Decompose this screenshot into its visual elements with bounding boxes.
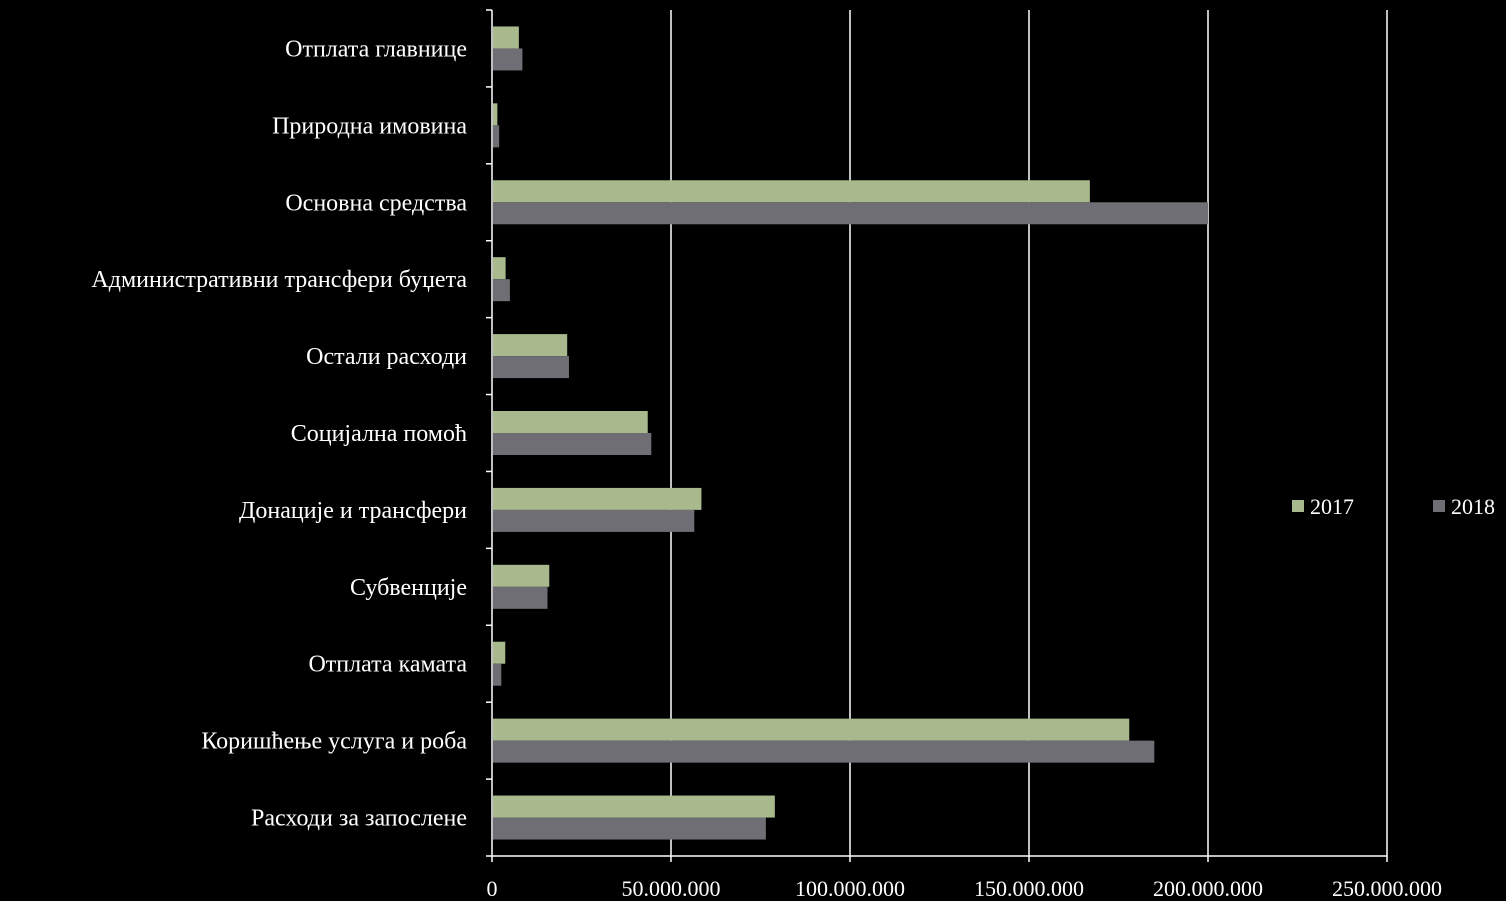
bar-2018 [493, 586, 548, 609]
bar-2017 [493, 564, 550, 587]
bar-2017 [493, 641, 506, 664]
bar-2017 [493, 180, 1090, 203]
x-tick-label: 200.000.000 [1153, 876, 1263, 901]
legend: 2017 2018 [1292, 494, 1495, 519]
category-label: Отплата камата [308, 652, 467, 678]
x-tick-label: 100.000.000 [795, 876, 905, 901]
bar-2017 [493, 26, 519, 49]
category-label: Остали расходи [306, 344, 467, 370]
category-label: Социјална помоћ [291, 421, 467, 447]
bars [493, 26, 1208, 840]
bar-2017 [493, 257, 506, 280]
gridlines [670, 10, 1388, 856]
category-label: Основна средства [285, 190, 467, 216]
x-tick-label: 50.000.000 [622, 876, 721, 901]
bar-2017 [493, 795, 775, 818]
bar-2018 [493, 509, 695, 532]
legend-swatch-2017 [1292, 500, 1304, 512]
bar-2018 [493, 48, 523, 71]
bar-2017 [493, 334, 568, 357]
bar-2017 [493, 411, 648, 433]
legend-label: 2018 [1451, 494, 1495, 519]
legend-label: 2017 [1310, 494, 1354, 519]
category-label: Отплата главнице [285, 36, 467, 62]
bar-2017 [493, 718, 1130, 741]
category-label: Административни трансфери буџета [91, 267, 467, 293]
x-tick-label: 250.000.000 [1332, 876, 1442, 901]
category-label: Коришћење услуга и роба [201, 729, 467, 755]
bar-2018 [493, 433, 652, 455]
bar-2018 [493, 202, 1208, 225]
category-label: Субвенције [350, 575, 467, 601]
category-label: Донације и трансфери [239, 498, 467, 524]
x-tick-label: 150.000.000 [974, 876, 1084, 901]
bar-2018 [493, 279, 510, 302]
category-label: Расходи за запослене [251, 806, 467, 832]
x-tick-label: 0 [487, 876, 498, 901]
category-label: Природна имовина [272, 113, 467, 139]
bar-2018 [493, 125, 500, 148]
bar-2017 [493, 487, 702, 510]
x-tick-labels: 0 50.000.000 100.000.000 150.000.000 200.000… [487, 876, 1443, 901]
bar-2018 [493, 817, 766, 840]
bar-2018 [493, 663, 502, 686]
bar-2017 [493, 103, 498, 126]
bar-2018 [493, 356, 569, 379]
legend-swatch-2018 [1433, 500, 1445, 512]
bar-2018 [493, 740, 1155, 763]
axes [486, 9, 1388, 862]
category-labels: Отплата главнице Природна имовина Основна … [91, 36, 467, 831]
